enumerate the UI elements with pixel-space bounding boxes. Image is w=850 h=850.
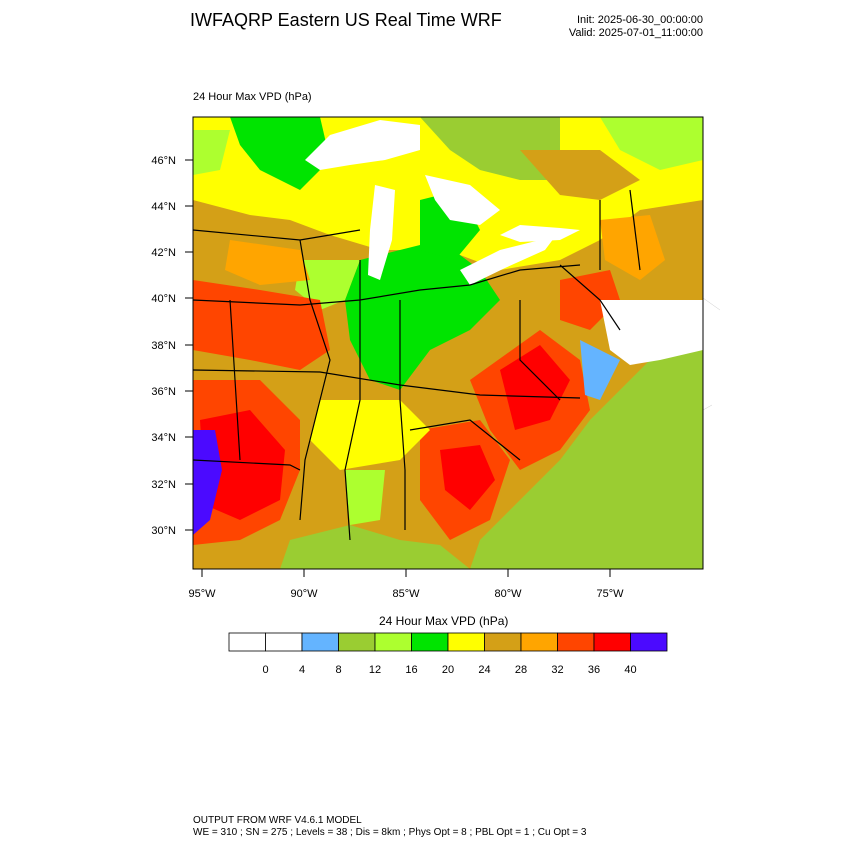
colorbar-box: [411, 632, 449, 652]
lon-label: 90°W: [290, 588, 318, 600]
colorbar-box: [374, 632, 412, 652]
colorbar-box: [265, 632, 303, 652]
lat-label: 40°N: [151, 293, 176, 305]
colorbar-tick-label: 12: [369, 664, 381, 676]
colorbar-box: [338, 632, 376, 652]
vpd-field: [193, 117, 703, 569]
lat-label: 30°N: [151, 525, 176, 537]
colorbar-box: [520, 632, 558, 652]
colorbar-box: [301, 632, 339, 652]
plot-title: IWFAQRP Eastern US Real Time WRF: [190, 10, 502, 30]
colorbar-box: [447, 632, 485, 652]
lon-label: 80°W: [494, 588, 522, 600]
model-info-line2: WE = 310 ; SN = 275 ; Levels = 38 ; Dis …: [193, 827, 587, 838]
colorbar-box: [557, 632, 595, 652]
valid-time: Valid: 2025-07-01_11:00:00: [568, 27, 703, 39]
colorbar-tick-label: 20: [442, 664, 454, 676]
lat-labels: 46°N 44°N 42°N 40°N 38°N 36°N 34°N 32°N …: [151, 155, 176, 537]
lon-label: 95°W: [188, 588, 216, 600]
lon-ticks: [201, 569, 611, 577]
colorbar: [228, 632, 668, 652]
colorbar-box: [593, 632, 631, 652]
lat-label: 44°N: [151, 201, 176, 213]
lon-label: 85°W: [392, 588, 420, 600]
colorbar-tick-label: 16: [405, 664, 417, 676]
state-borders: [193, 189, 641, 541]
map-frame: [192, 116, 704, 570]
lon-label: 75°W: [596, 588, 624, 600]
model-info-line1: OUTPUT FROM WRF V4.6.1 MODEL: [193, 815, 362, 826]
colorbar-tick-label: 32: [551, 664, 563, 676]
colorbar-title: 24 Hour Max VPD (hPa): [379, 614, 509, 628]
lat-label: 36°N: [151, 386, 176, 398]
lat-label: 42°N: [151, 247, 176, 259]
field-label: 24 Hour Max VPD (hPa): [193, 91, 312, 103]
colorbar-tick-label: 40: [624, 664, 636, 676]
colorbar-tick-label: 36: [588, 664, 600, 676]
lat-label: 38°N: [151, 340, 176, 352]
lat-label: 34°N: [151, 432, 176, 444]
colorbar-tick-label: 8: [335, 664, 341, 676]
colorbar-box: [228, 632, 266, 652]
lat-label: 46°N: [151, 155, 176, 167]
colorbar-tick-label: 24: [478, 664, 490, 676]
init-time: Init: 2025-06-30_00:00:00: [577, 14, 703, 26]
graticule: [702, 297, 721, 411]
colorbar-tick-label: 28: [515, 664, 527, 676]
colorbar-box: [630, 632, 668, 652]
colorbar-tick-label: 0: [262, 664, 268, 676]
colorbar-tick-label: 4: [299, 664, 305, 676]
lat-ticks: [185, 159, 193, 531]
lat-label: 32°N: [151, 479, 176, 491]
colorbar-box: [484, 632, 522, 652]
lon-labels: 95°W 90°W 85°W 80°W 75°W: [188, 588, 624, 600]
colorbar-tick-labels: 0 4 8 12 16 20 24 28 32 36 40: [262, 664, 636, 676]
